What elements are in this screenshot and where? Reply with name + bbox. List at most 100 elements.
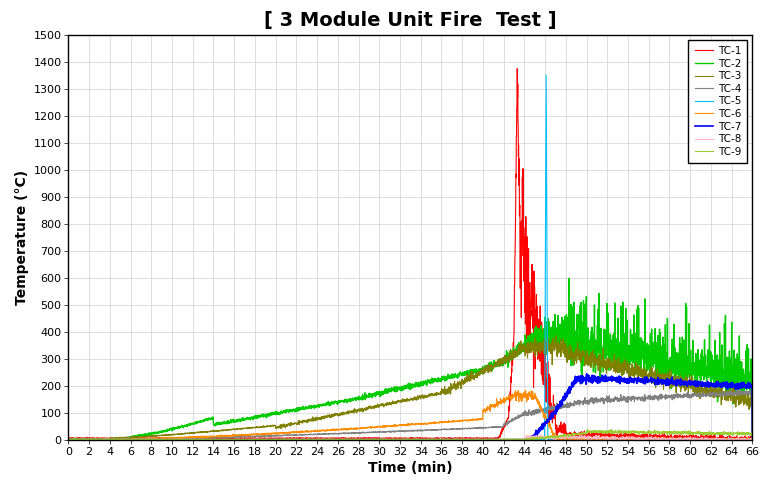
- TC-8: [248, 437, 257, 443]
- TC-7: [211, 437, 220, 443]
- Line: TC-1: TC-1: [68, 69, 752, 440]
- TC-3: [211, 428, 220, 434]
- TC-3: [451, 384, 460, 390]
- TC-5: [451, 437, 460, 443]
- TC-6: [87, 437, 96, 443]
- TC-9: [248, 436, 257, 442]
- TC-4: [248, 434, 257, 440]
- TC-4: [451, 426, 460, 432]
- TC-1: [249, 435, 258, 441]
- TC-6: [211, 434, 220, 440]
- Line: TC-4: TC-4: [68, 389, 752, 440]
- TC-8: [748, 437, 757, 443]
- TC-3: [64, 436, 73, 442]
- Line: TC-9: TC-9: [68, 429, 752, 440]
- TC-9: [229, 437, 238, 443]
- TC-5: [229, 437, 238, 443]
- TC-5: [64, 437, 73, 443]
- TC-2: [249, 415, 258, 421]
- TC-8: [64, 436, 73, 442]
- TC-8: [451, 436, 460, 442]
- TC-9: [131, 436, 140, 442]
- Line: TC-2: TC-2: [68, 278, 752, 440]
- TC-4: [733, 386, 743, 392]
- TC-1: [451, 436, 460, 442]
- TC-2: [565, 275, 574, 281]
- TC-3: [748, 437, 757, 443]
- TC-2: [229, 418, 238, 424]
- TC-7: [229, 437, 238, 443]
- TC-3: [249, 425, 258, 431]
- TC-3: [551, 332, 560, 338]
- Line: TC-3: TC-3: [68, 335, 752, 440]
- TC-4: [249, 434, 258, 440]
- TC-6: [248, 432, 257, 438]
- TC-4: [748, 437, 757, 443]
- Legend: TC-1, TC-2, TC-3, TC-4, TC-5, TC-6, TC-7, TC-8, TC-9: TC-1, TC-2, TC-3, TC-4, TC-5, TC-6, TC-7…: [689, 40, 747, 163]
- TC-1: [229, 436, 238, 442]
- TC-6: [249, 431, 258, 437]
- TC-4: [64, 437, 73, 443]
- TC-1: [211, 436, 220, 442]
- TC-2: [451, 371, 460, 377]
- TC-9: [92, 437, 101, 443]
- TC-2: [70, 437, 79, 443]
- TC-4: [229, 434, 238, 440]
- TC-1: [248, 435, 257, 441]
- TC-7: [748, 437, 757, 443]
- TC-9: [249, 436, 258, 442]
- TC-1: [748, 436, 757, 442]
- TC-6: [451, 418, 460, 424]
- X-axis label: Time (min): Time (min): [368, 461, 453, 475]
- TC-8: [131, 437, 140, 443]
- TC-8: [229, 436, 238, 442]
- TC-5: [131, 437, 140, 443]
- TC-7: [249, 437, 258, 443]
- TC-2: [131, 434, 140, 440]
- TC-6: [748, 437, 757, 443]
- TC-7: [582, 371, 591, 377]
- TC-8: [68, 437, 78, 443]
- TC-6: [229, 432, 238, 438]
- TC-4: [211, 434, 220, 440]
- TC-3: [84, 437, 93, 443]
- Line: TC-6: TC-6: [68, 391, 752, 440]
- TC-2: [211, 420, 220, 426]
- TC-7: [451, 437, 460, 443]
- TC-5: [542, 72, 551, 78]
- TC-9: [211, 437, 220, 443]
- TC-1: [131, 435, 140, 441]
- Line: TC-8: TC-8: [68, 435, 752, 440]
- TC-2: [64, 436, 73, 442]
- TC-7: [64, 437, 73, 443]
- Title: [ 3 Module Unit Fire  Test ]: [ 3 Module Unit Fire Test ]: [264, 11, 557, 30]
- TC-1: [512, 66, 521, 72]
- TC-1: [679, 437, 688, 443]
- TC-7: [248, 437, 257, 443]
- TC-7: [131, 437, 140, 443]
- TC-6: [511, 388, 520, 394]
- Line: TC-7: TC-7: [68, 374, 752, 440]
- TC-7: [65, 437, 74, 443]
- TC-8: [211, 436, 220, 442]
- TC-6: [131, 436, 140, 442]
- TC-3: [248, 424, 257, 430]
- TC-5: [65, 437, 74, 443]
- TC-3: [229, 426, 238, 432]
- TC-9: [64, 436, 73, 442]
- Line: TC-5: TC-5: [68, 75, 752, 440]
- TC-3: [131, 434, 140, 440]
- TC-2: [748, 437, 757, 443]
- TC-2: [248, 414, 257, 420]
- TC-5: [748, 436, 757, 442]
- TC-5: [211, 437, 220, 443]
- TC-9: [583, 426, 592, 432]
- TC-5: [248, 437, 257, 443]
- TC-6: [64, 436, 73, 442]
- TC-5: [249, 437, 258, 443]
- TC-8: [537, 432, 546, 438]
- TC-4: [131, 436, 140, 442]
- TC-9: [748, 437, 757, 443]
- TC-8: [249, 437, 258, 443]
- TC-1: [64, 436, 73, 442]
